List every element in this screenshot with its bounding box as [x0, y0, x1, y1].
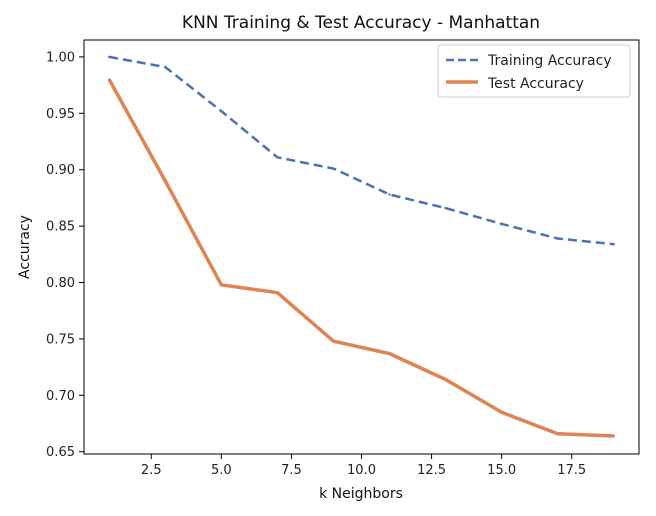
- legend-test-label: Test Accuracy: [487, 76, 584, 92]
- x-axis-title: k Neighbors: [319, 486, 403, 502]
- chart-title: KNN Training & Test Accuracy - Manhattan: [182, 13, 540, 33]
- test-accuracy-point: [164, 179, 167, 183]
- training-accuracy-point: [332, 167, 335, 170]
- test-accuracy-point: [332, 339, 335, 343]
- test-accuracy-point: [500, 411, 503, 414]
- training-accuracy-point: [556, 237, 559, 240]
- x-tick-label: 15.0: [487, 463, 516, 478]
- x-tick-label: 10.0: [347, 463, 376, 478]
- x-tick-label: 5.0: [211, 463, 232, 478]
- training-accuracy-point: [612, 242, 615, 246]
- test-accuracy-point: [108, 78, 111, 81]
- y-tick-label: 0.70: [46, 389, 75, 404]
- training-accuracy-point: [108, 55, 111, 59]
- training-accuracy-point: [388, 193, 391, 196]
- y-axis-title: Accuracy: [17, 215, 33, 279]
- legend: Training Accuracy Test Accuracy: [437, 44, 631, 98]
- training-accuracy-point: [164, 65, 167, 69]
- test-accuracy-point: [276, 291, 279, 294]
- y-tick-label: 0.80: [46, 276, 75, 291]
- test-accuracy-point: [612, 434, 615, 438]
- y-tick-label: 0.95: [46, 107, 75, 122]
- legend-training-label: Training Accuracy: [487, 53, 612, 69]
- x-tick-label: 7.5: [281, 463, 302, 478]
- legend-box: [437, 44, 631, 98]
- training-accuracy-point: [500, 222, 503, 226]
- y-tick-label: 0.65: [46, 445, 75, 460]
- training-accuracy-line: [108, 55, 614, 246]
- test-accuracy-point: [556, 432, 559, 435]
- test-accuracy-point: [444, 378, 447, 381]
- training-accuracy-point: [220, 109, 223, 113]
- training-accuracy-point: [276, 156, 279, 159]
- test-accuracy-point: [388, 352, 391, 355]
- y-tick-label: 0.90: [46, 163, 75, 178]
- y-tick-label: 0.85: [46, 220, 75, 235]
- x-tick-label: 12.5: [417, 463, 446, 478]
- test-accuracy-point: [220, 283, 223, 286]
- x-tick-label: 2.5: [141, 463, 162, 478]
- test-accuracy-line: [107, 78, 614, 438]
- y-tick-label: 1.00: [46, 50, 75, 65]
- training-accuracy-point: [444, 206, 447, 210]
- y-tick-label: 0.75: [46, 332, 75, 347]
- x-tick-label: 17.5: [557, 463, 586, 478]
